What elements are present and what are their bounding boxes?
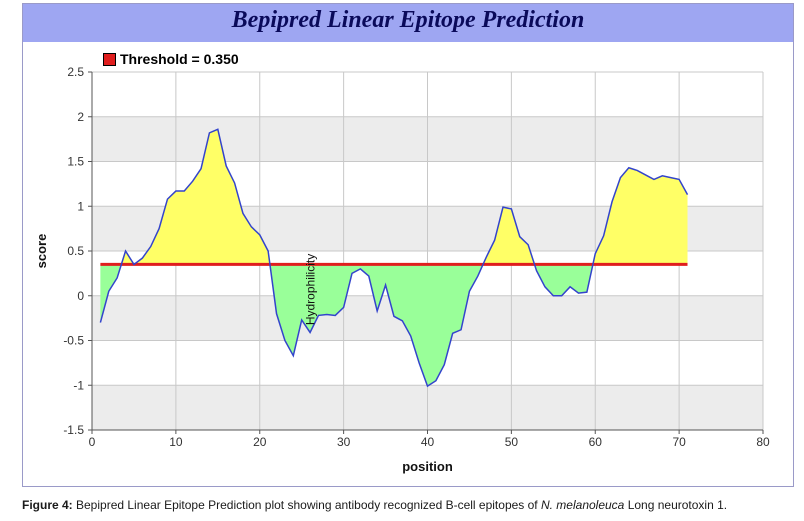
chart-plot: 2.5 2 1.5 1 0.5 0 -0.5 -1 -1.5 0 10 20 30 40 50 60 70 80 p…	[34, 65, 770, 474]
y-tick-label: -1.5	[63, 423, 84, 437]
area-above-threshold	[100, 129, 688, 265]
x-tick-label: 0	[89, 435, 96, 449]
legend-label-threshold: Threshold = 0.350	[120, 51, 239, 67]
hydrophilicity-annotation: Hydrophilicity	[303, 254, 317, 325]
title-bar: Bepipred Linear Epitope Prediction	[23, 4, 793, 42]
caption-text-2: Long neurotoxin 1.	[624, 498, 728, 512]
caption-text-1: Bepipred Linear Epitope Prediction plot …	[72, 498, 541, 512]
x-tick-label: 80	[756, 435, 770, 449]
x-tick-label: 40	[421, 435, 435, 449]
y-tick-label: 1	[77, 199, 84, 213]
caption-label: Figure 4:	[22, 498, 73, 512]
legend-swatch-threshold	[103, 52, 116, 66]
x-tick-label: 30	[337, 435, 351, 449]
x-axis-title: position	[402, 459, 453, 474]
y-tick-label: 0	[77, 289, 84, 303]
chart-title: Bepipred Linear Epitope Prediction	[231, 7, 585, 33]
y-tick-label: -0.5	[63, 334, 84, 348]
x-tick-label: 20	[253, 435, 267, 449]
area-below-threshold	[100, 264, 688, 387]
y-tick-label: 1.5	[67, 155, 84, 169]
caption-species: N. melanoleuca	[540, 498, 625, 512]
y-tick-label: -1	[73, 378, 84, 392]
x-tick-label: 10	[169, 435, 183, 449]
x-tick-label: 50	[505, 435, 519, 449]
figure-caption: Figure 4: Bepipred Linear Epitope Predic…	[22, 498, 727, 512]
legend: Threshold = 0.350	[103, 51, 239, 67]
x-tick-label: 60	[589, 435, 603, 449]
score-line	[99, 128, 689, 388]
x-tick-label: 70	[672, 435, 686, 449]
y-tick-label: 2	[77, 110, 84, 124]
y-tick-label: 0.5	[67, 244, 84, 258]
y-axis-title: score	[34, 234, 49, 269]
y-tick-label: 2.5	[67, 65, 84, 79]
